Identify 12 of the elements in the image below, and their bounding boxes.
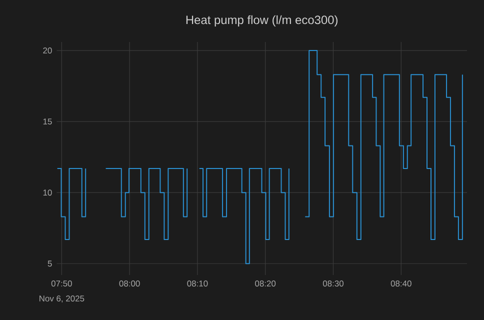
y-tick-label: 20 (43, 48, 52, 54)
x-tick-label: 08:30 (322, 280, 344, 287)
x-tick-label: 08:20 (255, 280, 276, 287)
y-tick-label: 5 (48, 260, 52, 267)
text: Nov 6, 2025 (40, 296, 84, 303)
x-tick-label: 07:50 (51, 280, 72, 287)
y-tick-label: 15 (43, 118, 52, 125)
x-tick-label: 08:40 (390, 280, 412, 287)
chart-title: Heat pump flow (l/m eco300) (186, 15, 338, 27)
y-tick-label: 10 (43, 190, 52, 196)
x-tick-label: 08:00 (119, 280, 140, 287)
x-tick-label: 08:10 (187, 280, 208, 287)
